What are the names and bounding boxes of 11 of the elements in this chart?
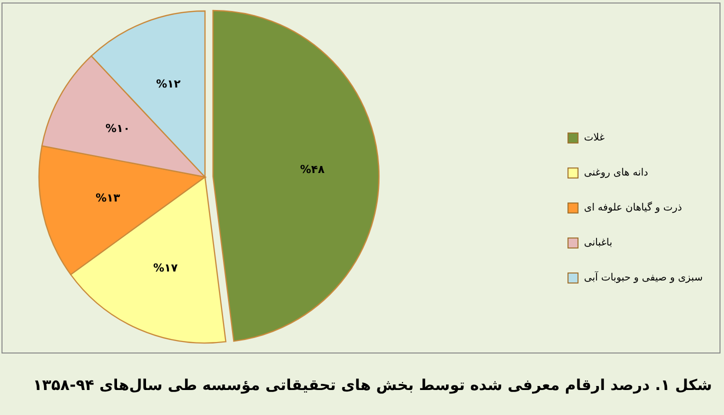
data-label: %۴۸ [300,163,325,176]
data-label: %۱۲ [156,77,181,90]
legend-label: ذرت و گیاهان علوفه ای [584,202,682,214]
data-label: %۱۳ [96,192,120,205]
data-label: %۱۷ [153,261,178,274]
data-label: %۱۰ [105,122,130,136]
legend-label: دانه های روغنی [584,168,648,179]
legend-label: سبزی و صیفی و حبوبات آبی [584,270,703,284]
text: شکل ۱. درصد ارقام معرفی شده توسط بخش های تحقیقاتی مؤسسه طی سال‌های ۹۴-۱۳۵۸ [32,376,712,394]
legend-label: غلات [584,132,605,144]
legend-label: باغبانی [584,238,612,249]
